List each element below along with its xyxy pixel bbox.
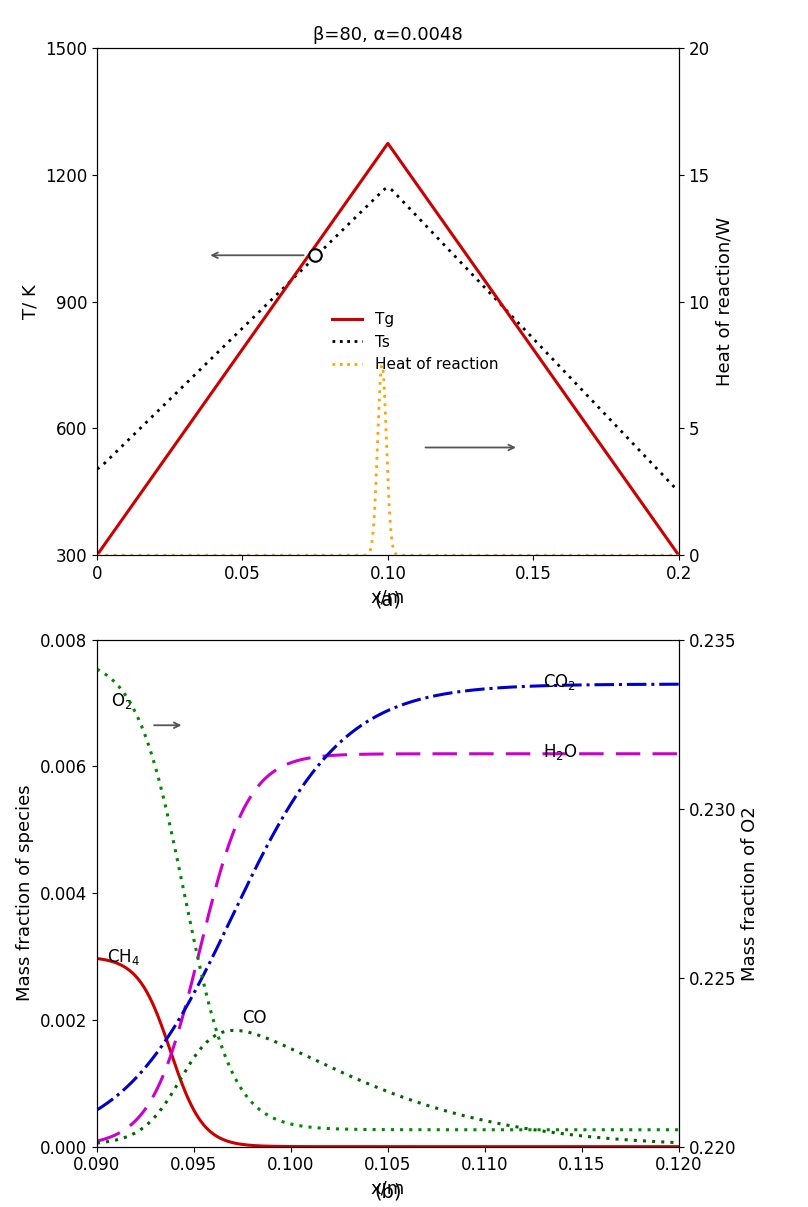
X-axis label: x/m: x/m xyxy=(371,1180,405,1197)
Text: CO: CO xyxy=(242,1009,267,1027)
Y-axis label: Mass fraction of species: Mass fraction of species xyxy=(16,785,34,1002)
Y-axis label: T/ K: T/ K xyxy=(22,285,40,319)
Y-axis label: Heat of reaction/W: Heat of reaction/W xyxy=(715,217,733,386)
Text: CO$_2$: CO$_2$ xyxy=(543,672,576,693)
Y-axis label: Mass fraction of O2: Mass fraction of O2 xyxy=(742,806,760,980)
Text: (a): (a) xyxy=(374,591,402,610)
Text: CH$_4$: CH$_4$ xyxy=(107,946,140,967)
Title: β=80, α=0.0048: β=80, α=0.0048 xyxy=(313,25,463,43)
Legend: Tg, Ts, Heat of reaction: Tg, Ts, Heat of reaction xyxy=(326,307,504,379)
Text: H$_2$O: H$_2$O xyxy=(543,742,578,762)
X-axis label: x/m: x/m xyxy=(371,589,405,606)
Text: O$_2$: O$_2$ xyxy=(111,692,132,711)
Text: (b): (b) xyxy=(374,1183,402,1201)
